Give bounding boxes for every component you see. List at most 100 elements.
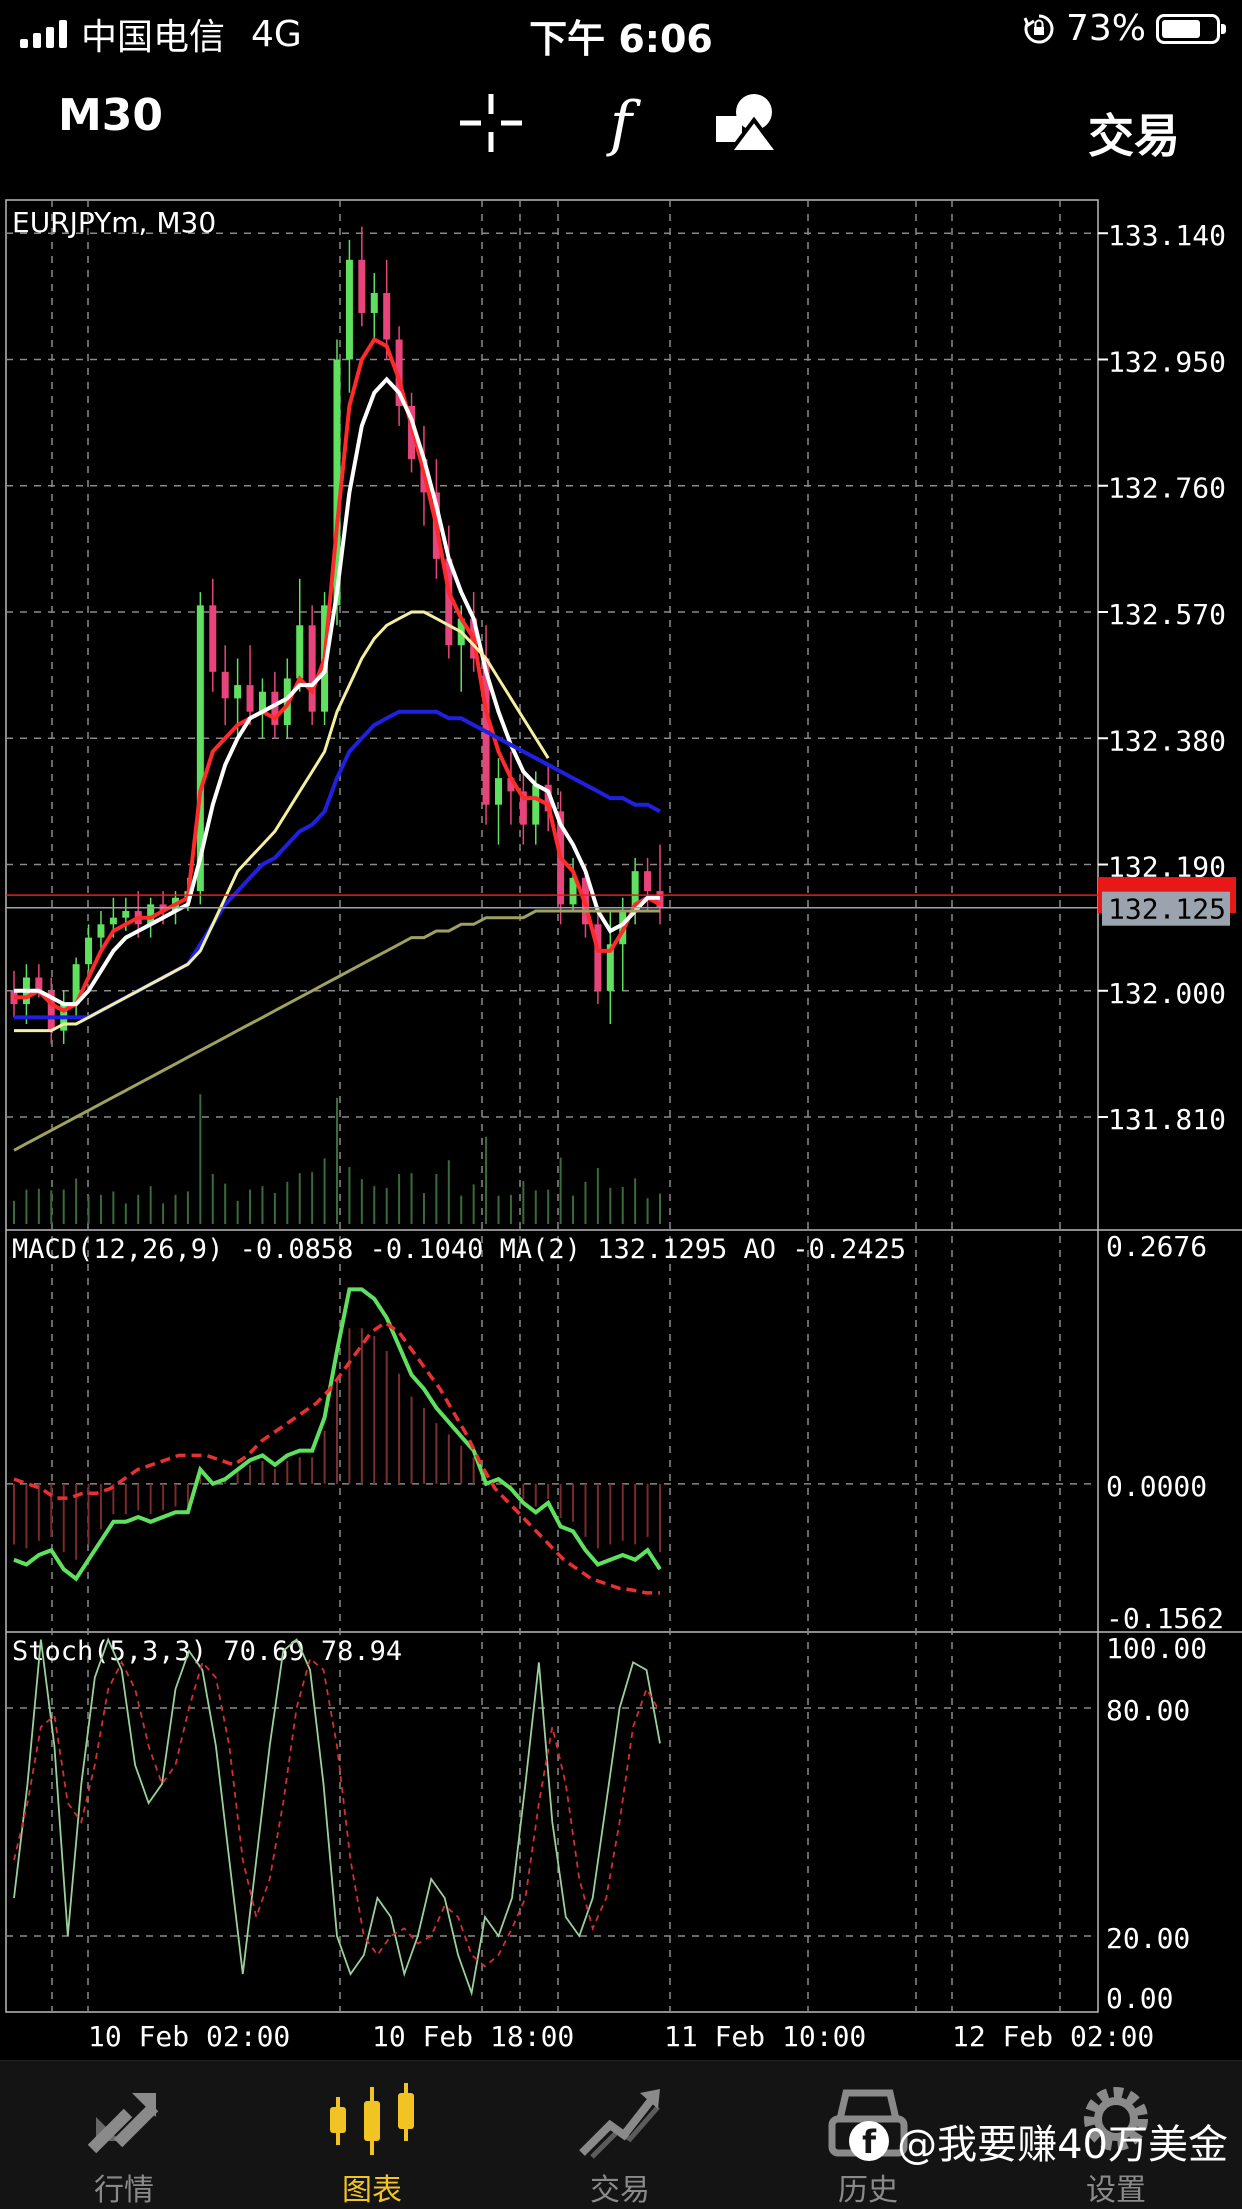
candle-body (333, 359, 341, 606)
function-icon[interactable]: f (586, 88, 656, 158)
candle-body (35, 977, 43, 991)
stoch-axis-label: 80.00 (1106, 1694, 1190, 1727)
price-axis-label: 131.810 (1108, 1103, 1226, 1136)
current-price-marker (1102, 891, 1230, 926)
tab-quotes[interactable]: 行情 (4, 2061, 244, 2209)
signal-icon (20, 20, 67, 48)
carrier-name: 中国电信 (81, 17, 226, 58)
candle-body (594, 924, 602, 991)
stoch-k-line (13, 1637, 661, 1997)
candle-body (147, 904, 155, 925)
stoch-label: Stoch(5,3,3) 70.69 78.94 (12, 1636, 402, 1667)
candle-body (495, 778, 502, 805)
price-axis-label: 132.950 (1108, 345, 1226, 378)
candle-body (644, 871, 652, 892)
tab-trade[interactable]: 交易 (500, 2061, 740, 2209)
status-bar: 中国电信 4G 下午 6:06 73% (0, 0, 1242, 62)
watermark: f @我要赚40万美金 (849, 2112, 1228, 2170)
tab-chart[interactable]: 图表 (252, 2061, 492, 2209)
moving-average-line (14, 610, 550, 1033)
candle-body (296, 625, 304, 679)
tab-label: 行情 (94, 2173, 154, 2208)
rotation-lock-icon (1023, 14, 1054, 43)
candle-body (445, 558, 453, 646)
facebook-logo-icon: f (849, 2121, 890, 2161)
chart-frame (5, 199, 1099, 2013)
crosshair-icon[interactable] (456, 88, 526, 158)
tab-settings[interactable]: 设置 (996, 2061, 1236, 2209)
candle-body (221, 671, 229, 699)
candle-body (196, 605, 204, 892)
candle-body (507, 778, 515, 792)
candle-body (606, 944, 614, 991)
time-axis-label: 12 Feb 02:00 (952, 2020, 1154, 2053)
price-chart[interactable]: 133.140 132.950 132.760 132.570 132.380 132.1… (0, 192, 1242, 2060)
macd-line (13, 1287, 662, 1582)
candle-body (271, 691, 279, 725)
candle-body (569, 877, 577, 905)
settings-gear-icon (1084, 2087, 1148, 2151)
battery-icon (1156, 13, 1226, 44)
tab-history[interactable]: 历史 (748, 2061, 988, 2209)
moving-average-line (14, 336, 661, 1013)
time-axis-label: 11 Feb 10:00 (664, 2020, 866, 2053)
trade-trend-icon (579, 2089, 660, 2159)
tab-label: 图表 (342, 2173, 402, 2208)
bottom-tab-bar: 行情 图表 交易 历史 设置 (0, 2060, 1242, 2209)
symbol-label: EURJPYm, M30 (12, 206, 216, 239)
candle-body (519, 791, 527, 825)
tab-label: 交易 (590, 2173, 650, 2208)
time-axis-label: 10 Feb 18:00 (372, 2020, 574, 2053)
candle-body (308, 625, 316, 712)
watermark-text: @我要赚40万美金 (897, 2122, 1228, 2168)
chart-toolbar: M30 f 交易 (0, 62, 1242, 192)
trade-link[interactable]: 交易 (1088, 109, 1180, 163)
candle-body (246, 685, 254, 712)
price-axis-label: 132.000 (1108, 977, 1226, 1010)
candle-body (532, 784, 540, 825)
price-axis-label: 132.760 (1108, 472, 1226, 505)
timeframe-button[interactable]: M30 (58, 90, 164, 141)
carrier-info: 中国电信 4G (20, 8, 302, 60)
candle-body (85, 937, 93, 965)
candle-body (345, 259, 353, 360)
candle-body (209, 605, 217, 672)
price-axis-label: 133.140 (1108, 219, 1226, 252)
price-axis-label: 132.380 (1108, 724, 1226, 757)
stoch-axis-label: 0.00 (1106, 1982, 1173, 2015)
macd-axis-label: 0.2676 (1106, 1230, 1207, 1263)
macd-axis-label: 0.0000 (1106, 1470, 1207, 1503)
macd-label: MACD(12,26,9) -0.0858 -0.1040 MA(2) 132.… (12, 1234, 906, 1265)
current-price-label: 132.125 (1108, 893, 1226, 926)
tab-label: 设置 (1086, 2173, 1146, 2208)
candle-body (122, 911, 130, 918)
quotes-arrows-icon (87, 2093, 159, 2154)
stoch-axis-label: 20.00 (1106, 1922, 1190, 1955)
candle-body (383, 293, 391, 340)
stoch-d-line (13, 1656, 661, 1968)
candle-body (97, 924, 105, 938)
macd-signal-line (13, 1320, 660, 1595)
candle-body (370, 293, 378, 313)
candle-body (631, 871, 639, 912)
candle-body (395, 339, 403, 406)
candle-body (358, 259, 366, 313)
moving-average-line (13, 909, 660, 1152)
shapes-icon[interactable] (712, 88, 782, 158)
svg-text:f: f (606, 89, 642, 158)
candle-body (544, 784, 552, 812)
candle-body (234, 685, 242, 699)
macd-axis-label: -0.1562 (1106, 1602, 1224, 1635)
network-type: 4G (251, 13, 302, 55)
candle-body (109, 917, 117, 925)
candle-body (72, 964, 80, 1005)
candle-body (47, 990, 55, 1031)
chart-candles-icon (330, 2083, 414, 2155)
battery-percent: 73% (1065, 8, 1146, 49)
tab-label: 历史 (838, 2173, 898, 2208)
moving-average-line (14, 376, 660, 1007)
time-axis-label: 10 Feb 02:00 (88, 2020, 290, 2053)
price-axis-label: 132.570 (1108, 598, 1226, 631)
stoch-axis-label: 100.00 (1106, 1632, 1207, 1665)
candle-body (258, 691, 266, 712)
